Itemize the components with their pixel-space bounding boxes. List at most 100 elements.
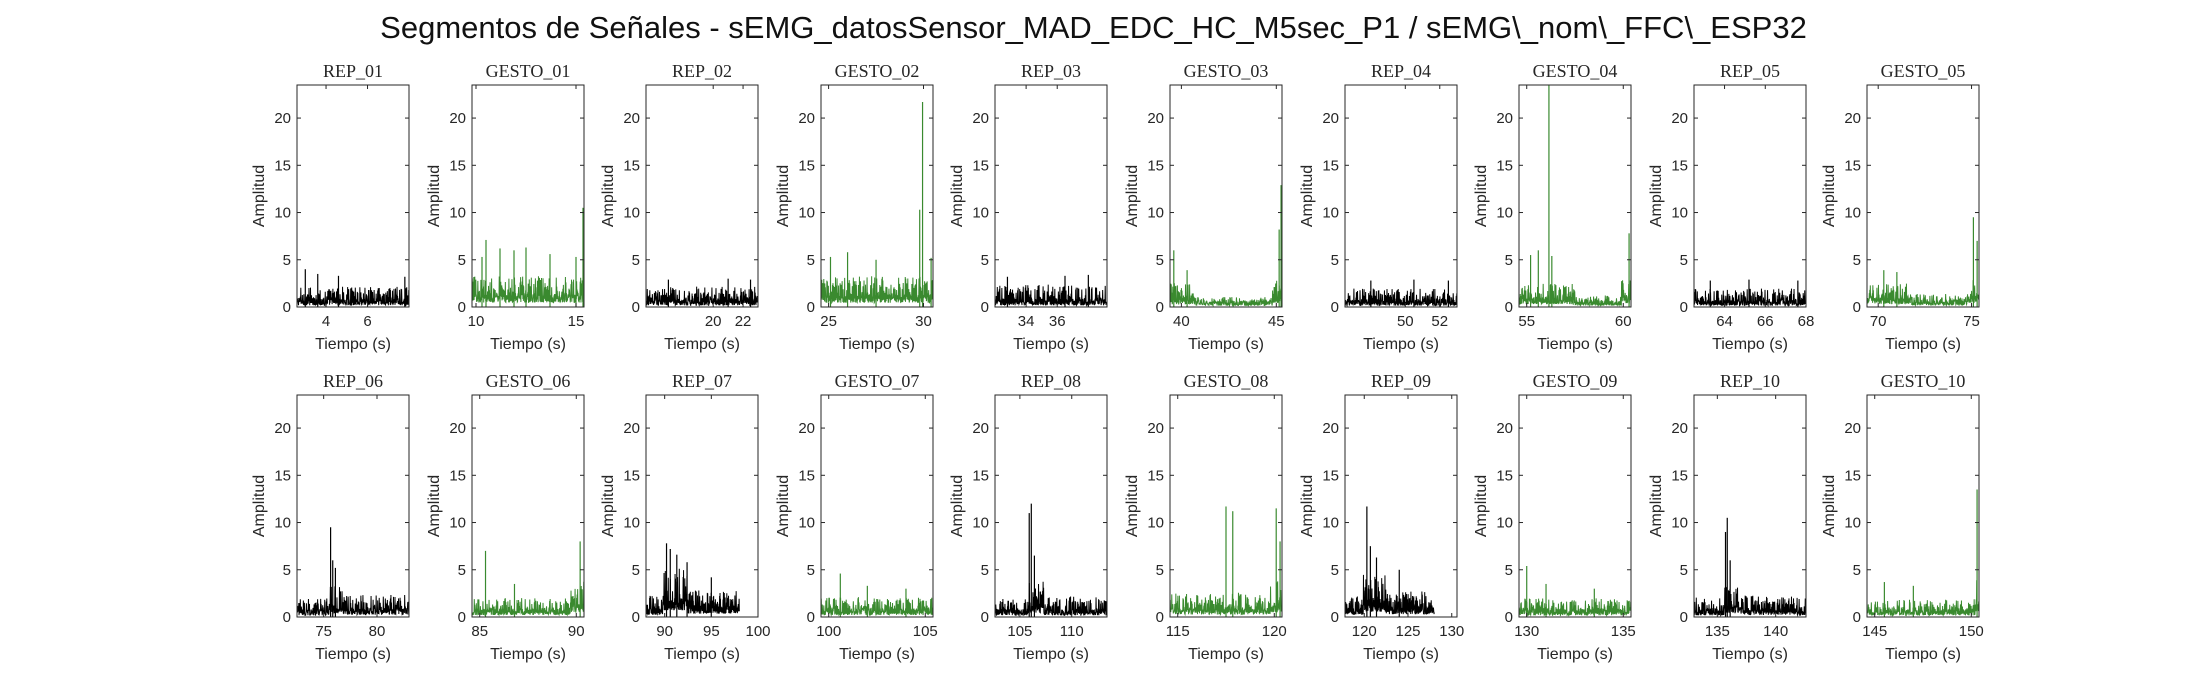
x-tick-label: 150: [1959, 623, 1984, 640]
x-tick-label: 135: [1705, 623, 1730, 640]
axes-box: [471, 84, 585, 308]
y-tick-label: 15: [274, 157, 291, 174]
signal-trace: [1345, 574, 1435, 616]
x-tick-label: 100: [745, 623, 770, 640]
y-tick-label: 10: [274, 515, 291, 532]
signal-trace: [995, 284, 1107, 307]
x-axis-label: Tiempo (s): [839, 336, 915, 353]
subplot-gesto-09: 0 5 10 15 20 130 135 GESTO_09 Tiempo (s) Amplitud: [1473, 371, 1636, 663]
y-tick-label: 15: [798, 157, 815, 174]
x-tick-label: 50: [1397, 313, 1414, 330]
y-tick-label: 5: [1331, 252, 1339, 269]
subplot-rep-01: 0 5 10 15 20 4 6 REP_01 Tiempo (s) Amplitud: [251, 61, 410, 353]
subplot-rep-07: 0 5 10 15 20 90 95 100 REP_07 Tiempo (s) Amplitud: [600, 371, 771, 663]
y-tick-label: 10: [798, 205, 815, 222]
x-tick-label: 125: [1395, 623, 1420, 640]
y-tick-label: 20: [798, 420, 815, 437]
y-axis-label: Amplitud: [1473, 165, 1490, 227]
y-axis-label: Amplitud: [949, 165, 966, 227]
subplot-title: REP_10: [1720, 371, 1780, 391]
y-tick-label: 5: [1853, 252, 1861, 269]
y-tick-label: 5: [283, 562, 291, 579]
y-tick-label: 5: [807, 562, 815, 579]
subplot-title: REP_07: [672, 371, 732, 391]
axes-box: [1169, 394, 1283, 618]
y-tick-label: 5: [632, 562, 640, 579]
subplot-title: GESTO_06: [486, 371, 571, 391]
y-tick-label: 0: [981, 299, 989, 316]
axes-box: [1344, 84, 1458, 308]
y-tick-label: 5: [807, 252, 815, 269]
x-axis-label: Tiempo (s): [1013, 646, 1089, 663]
y-tick-label: 10: [1322, 515, 1339, 532]
y-tick-label: 20: [1671, 420, 1688, 437]
x-tick-label: 68: [1798, 313, 1815, 330]
y-tick-label: 20: [1322, 110, 1339, 127]
x-tick-label: 66: [1757, 313, 1774, 330]
y-tick-label: 20: [274, 420, 291, 437]
y-tick-label: 5: [1505, 252, 1513, 269]
y-tick-label: 10: [623, 515, 640, 532]
signal-trace: [821, 276, 933, 305]
x-tick-label: 105: [1007, 623, 1032, 640]
axes-box: [1866, 394, 1980, 618]
x-axis-label: Tiempo (s): [1537, 646, 1613, 663]
y-axis-label: Amplitud: [1648, 165, 1665, 227]
figure-title: Segmentos de Señales - sEMG_datosSensor_…: [380, 10, 1807, 45]
x-tick-label: 95: [703, 623, 720, 640]
x-tick-label: 30: [915, 313, 932, 330]
x-tick-label: 25: [820, 313, 837, 330]
y-tick-label: 0: [1505, 299, 1513, 316]
x-tick-label: 64: [1716, 313, 1733, 330]
y-tick-label: 0: [283, 299, 291, 316]
x-tick-label: 90: [656, 623, 673, 640]
y-tick-label: 15: [274, 467, 291, 484]
y-tick-label: 10: [1844, 205, 1861, 222]
x-tick-label: 52: [1431, 313, 1448, 330]
x-tick-label: 80: [369, 623, 386, 640]
y-tick-label: 10: [274, 205, 291, 222]
x-tick-label: 4: [322, 313, 330, 330]
subplot-title: GESTO_10: [1881, 371, 1966, 391]
subplot-rep-04: 0 5 10 15 20 50 52 REP_04 Tiempo (s) Amplitud: [1299, 61, 1458, 353]
x-axis-label: Tiempo (s): [315, 646, 391, 663]
y-tick-label: 15: [798, 467, 815, 484]
axes-box: [820, 394, 934, 618]
subplot-title: GESTO_01: [486, 61, 571, 81]
y-axis-label: Amplitud: [1299, 475, 1316, 537]
y-tick-label: 0: [1156, 609, 1164, 626]
x-tick-label: 145: [1862, 623, 1887, 640]
subplot-title: REP_08: [1021, 371, 1081, 391]
subplot-rep-06: 0 5 10 15 20 75 80 REP_06 Tiempo (s) Amplitud: [251, 371, 410, 663]
y-tick-label: 15: [1671, 467, 1688, 484]
x-tick-label: 75: [1963, 313, 1980, 330]
x-tick-label: 130: [1514, 623, 1539, 640]
axes-box: [296, 84, 410, 308]
y-tick-label: 15: [972, 157, 989, 174]
y-tick-label: 10: [972, 205, 989, 222]
x-tick-label: 60: [1615, 313, 1632, 330]
subplot-gesto-02: 0 5 10 15 20 25 30 GESTO_02 Tiempo (s) Amplitud: [775, 61, 934, 353]
signal-trace: [1170, 278, 1282, 307]
subplot-title: REP_03: [1021, 61, 1081, 81]
y-tick-label: 15: [1322, 157, 1339, 174]
x-axis-label: Tiempo (s): [1712, 336, 1788, 353]
x-tick-label: 34: [1018, 313, 1035, 330]
y-tick-label: 15: [449, 467, 466, 484]
y-tick-label: 20: [1844, 420, 1861, 437]
y-tick-label: 0: [1331, 299, 1339, 316]
y-tick-label: 15: [1844, 467, 1861, 484]
x-axis-label: Tiempo (s): [315, 336, 391, 353]
signal-trace: [1867, 580, 1979, 617]
x-tick-label: 70: [1870, 313, 1887, 330]
y-tick-label: 0: [1331, 609, 1339, 626]
y-tick-label: 0: [458, 299, 466, 316]
y-tick-label: 10: [1496, 205, 1513, 222]
signal-trace: [1694, 288, 1806, 307]
y-tick-label: 20: [972, 420, 989, 437]
signal-trace: [1345, 288, 1457, 307]
x-tick-label: 6: [363, 313, 371, 330]
subplot-gesto-04: 0 5 10 15 20 55 60 GESTO_04 Tiempo (s) Amplitud: [1473, 61, 1632, 353]
axes-box: [994, 84, 1108, 308]
x-tick-label: 15: [568, 313, 585, 330]
